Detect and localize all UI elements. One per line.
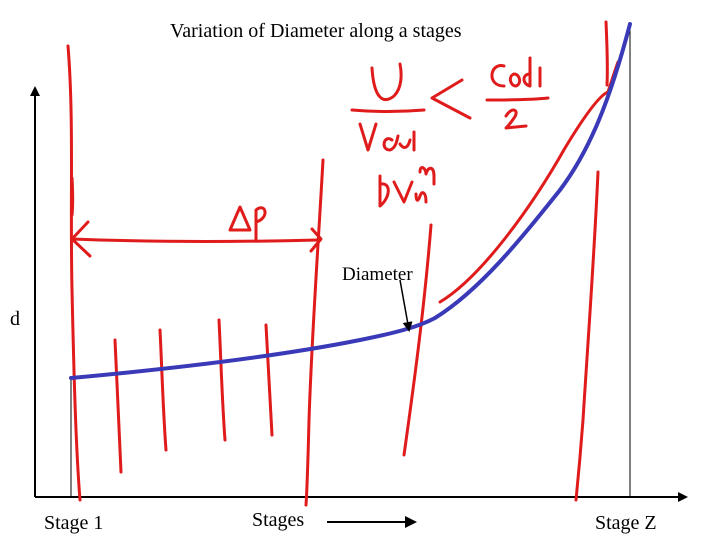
diameter-curve bbox=[69, 22, 632, 380]
diagram-title: Variation of Diameter along a stages bbox=[170, 20, 462, 42]
diameter-pointer-arrow bbox=[399, 279, 413, 332]
red-letter-v bbox=[358, 122, 378, 152]
red-stage-line-1 bbox=[66, 44, 82, 502]
x-axis-middle-label: Stages bbox=[252, 509, 305, 531]
red-stage-line-2 bbox=[70, 176, 75, 217]
red-numerator-letters bbox=[490, 56, 542, 88]
curve-annotation-label: Diameter bbox=[342, 264, 413, 285]
red-right-arrow-head bbox=[309, 227, 323, 253]
red-fraction-bar bbox=[350, 108, 426, 113]
red-stage-line-9 bbox=[574, 170, 600, 502]
red-second-fraction-bar bbox=[485, 96, 550, 102]
red-stage-line-5 bbox=[217, 318, 227, 442]
red-letters-ai bbox=[382, 130, 416, 152]
red-delta-p-arrow-line bbox=[70, 237, 320, 243]
red-stage-line-10 bbox=[604, 20, 609, 87]
red-rho-symbol bbox=[254, 206, 267, 242]
red-rho-vn-letters bbox=[378, 174, 428, 208]
red-stage-line-8 bbox=[402, 223, 433, 457]
red-less-than-sign bbox=[430, 78, 472, 120]
handwritten-annotations bbox=[66, 20, 620, 507]
red-stage-line-7 bbox=[304, 158, 325, 507]
red-stage-line-4 bbox=[158, 328, 168, 452]
red-left-arrow-head bbox=[70, 220, 92, 258]
y-axis-label: d bbox=[10, 308, 20, 330]
red-delta-symbol bbox=[228, 205, 252, 232]
red-stage-line-3 bbox=[113, 338, 123, 474]
red-stage-line-6 bbox=[264, 323, 274, 437]
x-axis-end-label: Stage Z bbox=[595, 512, 657, 534]
stages-direction-arrow bbox=[327, 516, 417, 528]
red-letter-u bbox=[370, 62, 403, 101]
red-denominator-2 bbox=[504, 108, 528, 130]
red-eta-symbol bbox=[418, 166, 436, 186]
x-axis-start-label: Stage 1 bbox=[44, 512, 104, 534]
axes bbox=[30, 24, 688, 502]
